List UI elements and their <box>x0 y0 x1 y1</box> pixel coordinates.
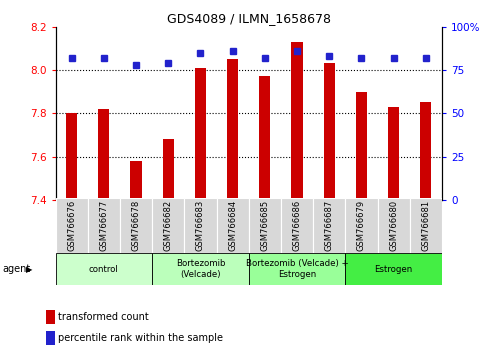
Bar <box>163 139 174 200</box>
Bar <box>345 253 442 285</box>
Bar <box>46 331 55 345</box>
Text: GSM766680: GSM766680 <box>389 200 398 251</box>
Bar <box>195 68 206 200</box>
Text: GSM766684: GSM766684 <box>228 200 237 251</box>
Text: GSM766687: GSM766687 <box>325 200 334 251</box>
Bar <box>420 102 431 200</box>
Text: agent: agent <box>2 264 30 274</box>
Bar <box>410 198 442 253</box>
Text: GSM766683: GSM766683 <box>196 200 205 251</box>
Text: GSM766686: GSM766686 <box>293 200 301 251</box>
Text: percentile rank within the sample: percentile rank within the sample <box>58 333 223 343</box>
Text: Bortezomib
(Velcade): Bortezomib (Velcade) <box>176 259 225 279</box>
Bar <box>185 198 216 253</box>
Text: GSM766681: GSM766681 <box>421 200 430 251</box>
Text: Estrogen: Estrogen <box>374 264 413 274</box>
Bar <box>120 198 152 253</box>
Bar <box>259 76 270 200</box>
Bar <box>356 92 367 200</box>
Bar <box>152 253 249 285</box>
Text: GSM766682: GSM766682 <box>164 200 173 251</box>
Title: GDS4089 / ILMN_1658678: GDS4089 / ILMN_1658678 <box>167 12 331 25</box>
Text: ▶: ▶ <box>26 264 32 274</box>
Text: Bortezomib (Velcade) +
Estrogen: Bortezomib (Velcade) + Estrogen <box>246 259 348 279</box>
Text: GSM766677: GSM766677 <box>99 200 108 251</box>
Bar <box>324 63 335 200</box>
Text: GSM766678: GSM766678 <box>131 200 141 251</box>
Bar <box>313 198 345 253</box>
Text: control: control <box>89 264 119 274</box>
Bar <box>98 109 110 200</box>
Bar <box>66 113 77 200</box>
Bar <box>291 42 303 200</box>
Bar <box>56 198 88 253</box>
Bar <box>249 198 281 253</box>
Bar <box>152 198 185 253</box>
Text: GSM766685: GSM766685 <box>260 200 270 251</box>
Text: GSM766676: GSM766676 <box>67 200 76 251</box>
Bar <box>88 198 120 253</box>
Bar <box>227 59 238 200</box>
Text: GSM766679: GSM766679 <box>357 200 366 251</box>
Bar <box>249 253 345 285</box>
Bar <box>378 198 410 253</box>
Bar <box>46 310 55 324</box>
Bar <box>281 198 313 253</box>
Bar <box>130 161 142 200</box>
Bar <box>56 253 152 285</box>
Bar <box>345 198 378 253</box>
Text: transformed count: transformed count <box>58 312 148 322</box>
Bar <box>388 107 399 200</box>
Bar <box>216 198 249 253</box>
